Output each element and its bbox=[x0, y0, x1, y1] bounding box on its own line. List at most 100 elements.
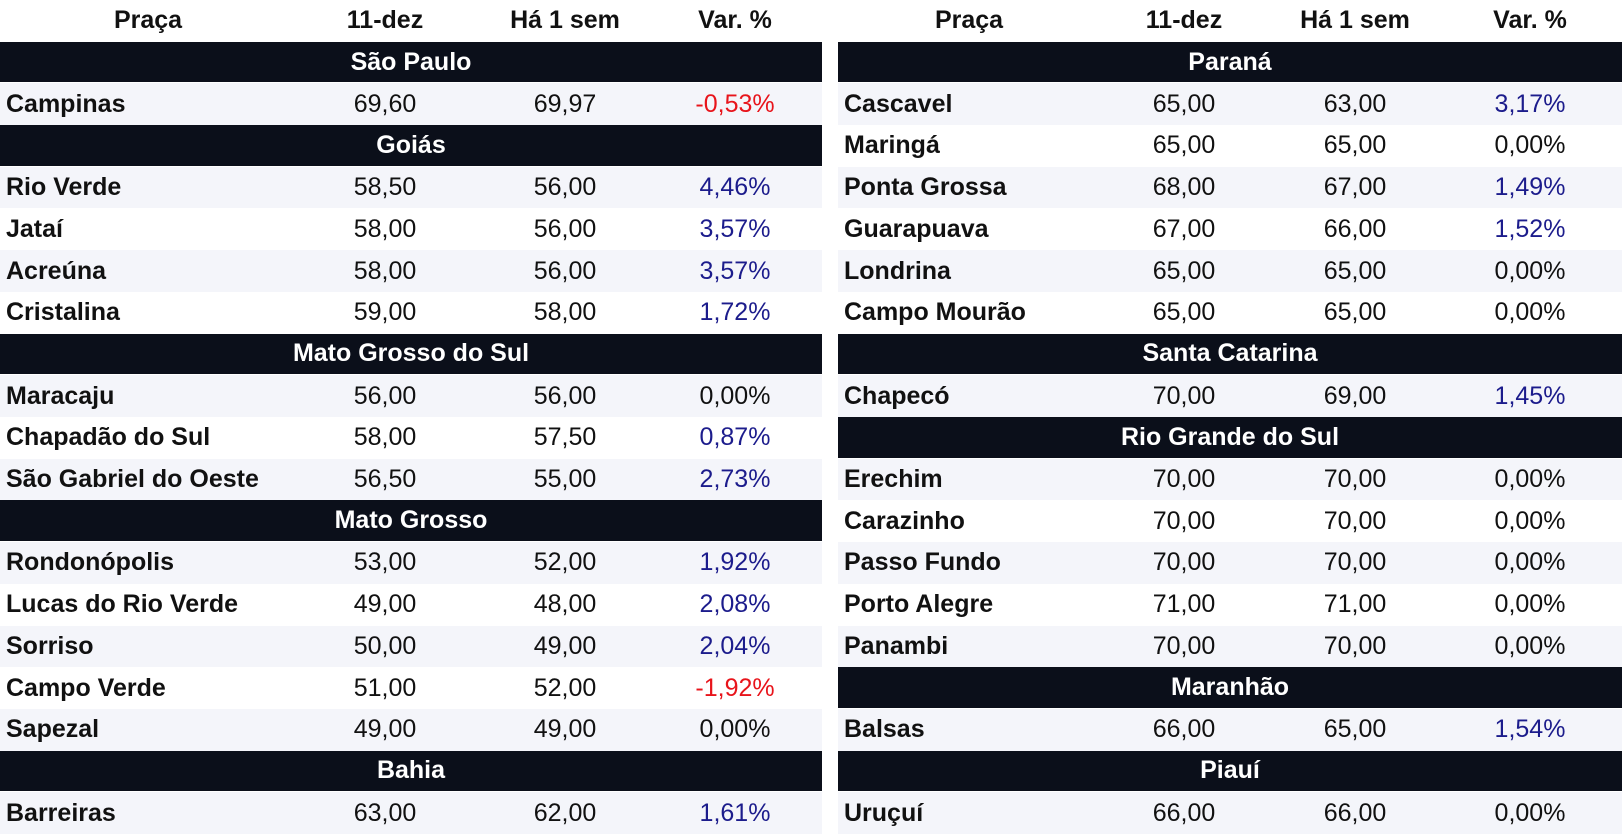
section-title: Piauí bbox=[1200, 756, 1260, 785]
price-week-ago: 70,00 bbox=[1323, 506, 1387, 535]
place: Uruçuí bbox=[844, 798, 924, 827]
price-week-ago: 65,00 bbox=[1323, 256, 1387, 285]
price-week-ago: 52,00 bbox=[533, 673, 597, 702]
price-current: 66,00 bbox=[1152, 798, 1216, 827]
price-week-ago: 65,00 bbox=[1323, 298, 1387, 327]
section-title: Santa Catarina bbox=[1142, 339, 1318, 368]
place: Chapecó bbox=[844, 381, 950, 410]
section-header: Rio Grande do Sul bbox=[838, 417, 1622, 458]
section-title: São Paulo bbox=[350, 47, 472, 76]
price-current: 70,00 bbox=[1152, 548, 1216, 577]
variation: 1,45% bbox=[1494, 381, 1566, 410]
data-row: Campo Verde 51,00 52,00 -1,92% bbox=[0, 667, 822, 709]
place: Rio Verde bbox=[6, 173, 122, 202]
section-title: Rio Grande do Sul bbox=[1120, 422, 1340, 451]
variation: 1,61% bbox=[699, 798, 771, 827]
section-title: Mato Grosso bbox=[334, 506, 488, 535]
variation: 0,87% bbox=[699, 423, 771, 452]
price-current: 70,00 bbox=[1152, 631, 1216, 660]
variation: 1,52% bbox=[1494, 214, 1566, 243]
price-current: 53,00 bbox=[353, 548, 417, 577]
section-header: Paraná bbox=[838, 41, 1622, 83]
price-current: 69,60 bbox=[353, 89, 417, 118]
variation: 0,00% bbox=[1494, 506, 1566, 535]
data-row: Uruçuí 66,00 66,00 0,00% bbox=[838, 792, 1622, 834]
place: Ponta Grossa bbox=[844, 173, 1007, 202]
place: Acreúna bbox=[6, 256, 107, 285]
price-week-ago: 52,00 bbox=[533, 548, 597, 577]
variation: 0,00% bbox=[1494, 590, 1566, 619]
price-current: 50,00 bbox=[353, 631, 417, 660]
place: Sapezal bbox=[6, 715, 100, 744]
price-current: 49,00 bbox=[353, 715, 417, 744]
data-row: Rio Verde 58,50 56,00 4,46% bbox=[0, 166, 822, 209]
price-current: 49,00 bbox=[353, 590, 417, 619]
price-week-ago: 49,00 bbox=[533, 631, 597, 660]
price-week-ago: 65,00 bbox=[1323, 715, 1387, 744]
column-header: Há 1 sem bbox=[510, 6, 620, 35]
data-row: Londrina 65,00 65,00 0,00% bbox=[838, 250, 1622, 292]
section-header: Mato Grosso bbox=[0, 500, 822, 542]
place: Carazinho bbox=[844, 506, 965, 535]
price-week-ago: 58,00 bbox=[533, 298, 597, 327]
variation: 0,00% bbox=[1494, 465, 1566, 494]
price-week-ago: 48,00 bbox=[533, 590, 597, 619]
data-row: Campinas 69,60 69,97 -0,53% bbox=[0, 83, 822, 126]
section-header: Maranhão bbox=[838, 667, 1622, 708]
place: Campinas bbox=[6, 89, 126, 118]
variation: 2,08% bbox=[699, 590, 771, 619]
price-week-ago: 65,00 bbox=[1323, 131, 1387, 160]
price-current: 51,00 bbox=[353, 673, 417, 702]
price-week-ago: 63,00 bbox=[1323, 89, 1387, 118]
column-header: Praça bbox=[934, 6, 1004, 35]
price-week-ago: 62,00 bbox=[533, 798, 597, 827]
price-current: 66,00 bbox=[1152, 715, 1216, 744]
data-row: Passo Fundo 70,00 70,00 0,00% bbox=[838, 542, 1622, 584]
data-row: Chapecó 70,00 69,00 1,45% bbox=[838, 375, 1622, 417]
place: Guarapuava bbox=[844, 214, 989, 243]
variation: 0,00% bbox=[699, 381, 771, 410]
price-week-ago: 66,00 bbox=[1323, 798, 1387, 827]
price-week-ago: 56,00 bbox=[533, 381, 597, 410]
data-row: São Gabriel do Oeste 56,50 55,00 2,73% bbox=[0, 458, 822, 501]
variation: 3,17% bbox=[1494, 89, 1566, 118]
price-week-ago: 69,97 bbox=[533, 89, 597, 118]
variation: -1,92% bbox=[695, 673, 775, 702]
data-row: Porto Alegre 71,00 71,00 0,00% bbox=[838, 584, 1622, 626]
variation: 0,00% bbox=[1494, 298, 1566, 327]
place: Rondonópolis bbox=[6, 548, 175, 577]
data-row: Jataí 58,00 56,00 3,57% bbox=[0, 209, 822, 251]
price-week-ago: 70,00 bbox=[1323, 465, 1387, 494]
section-title: Maranhão bbox=[1170, 673, 1290, 702]
section-header: São Paulo bbox=[0, 41, 822, 83]
place: Barreiras bbox=[6, 798, 116, 827]
variation: 1,54% bbox=[1494, 715, 1566, 744]
data-row: Cristalina 59,00 58,00 1,72% bbox=[0, 292, 822, 334]
price-current: 68,00 bbox=[1152, 173, 1216, 202]
section-title: Goiás bbox=[376, 130, 446, 159]
place: Erechim bbox=[844, 465, 943, 494]
variation: 3,57% bbox=[699, 214, 771, 243]
place: Panambi bbox=[844, 631, 949, 660]
price-current: 56,50 bbox=[353, 465, 417, 494]
price-current: 58,00 bbox=[353, 214, 417, 243]
header-row: Praça 11-dez Há 1 sem Var. % bbox=[0, 0, 822, 42]
price-week-ago: 57,50 bbox=[533, 423, 597, 452]
price-week-ago: 70,00 bbox=[1323, 631, 1387, 660]
section-title: Bahia bbox=[376, 756, 446, 785]
place: Jataí bbox=[6, 214, 63, 243]
place: Porto Alegre bbox=[844, 590, 994, 619]
place: Campo Mourão bbox=[844, 298, 1026, 327]
section-header: Mato Grosso do Sul bbox=[0, 333, 822, 375]
price-week-ago: 67,00 bbox=[1323, 173, 1387, 202]
price-week-ago: 56,00 bbox=[533, 214, 597, 243]
column-header: Praça bbox=[113, 6, 183, 35]
place: Cascavel bbox=[844, 89, 953, 118]
section-header: Piauí bbox=[838, 750, 1622, 792]
section-header: Goiás bbox=[0, 125, 822, 166]
section-header: Santa Catarina bbox=[838, 333, 1622, 375]
price-current: 70,00 bbox=[1152, 506, 1216, 535]
data-row: Acreúna 58,00 56,00 3,57% bbox=[0, 250, 822, 292]
variation: 1,49% bbox=[1494, 173, 1566, 202]
